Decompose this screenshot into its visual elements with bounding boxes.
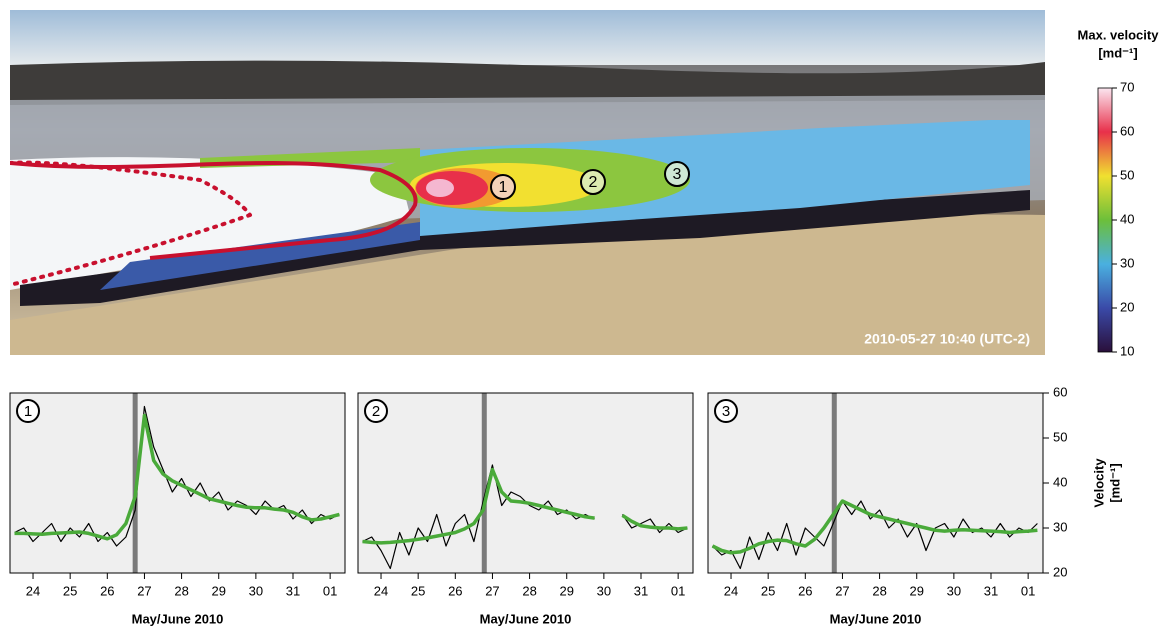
colorbar-title: Max. velocity	[1078, 27, 1160, 42]
panel-frame	[357, 392, 694, 574]
x-tick-label: 24	[724, 583, 738, 598]
point-marker	[580, 169, 606, 195]
x-tick-label: 28	[174, 583, 188, 598]
panel-badge	[714, 399, 738, 423]
panel-label: 3	[722, 403, 730, 420]
colorbar-tick-label: 10	[1120, 343, 1134, 358]
x-tick-label: 24	[26, 583, 40, 598]
panel-badge	[16, 399, 40, 423]
point-label: 2	[589, 174, 598, 191]
x-tick-label: 29	[211, 583, 225, 598]
x-axis-label: May/June 2010	[480, 611, 572, 626]
colorbar-unit: [md⁻¹]	[1098, 45, 1137, 60]
panel-label: 1	[24, 403, 32, 420]
x-tick-label: 01	[671, 583, 685, 598]
x-tick-label: 24	[374, 583, 388, 598]
photo	[10, 10, 1045, 355]
x-tick-label: 26	[100, 583, 114, 598]
panel-badge	[364, 399, 388, 423]
y-tick-label: 20	[1053, 564, 1067, 579]
series-line	[711, 499, 1038, 555]
point-marker	[664, 161, 690, 187]
x-axis-label: May/June 2010	[830, 611, 922, 626]
x-tick-label: 01	[323, 583, 337, 598]
colorbar-tick-label: 40	[1120, 211, 1134, 226]
panel-background	[358, 393, 693, 573]
x-tick-label: 01	[1021, 583, 1035, 598]
x-tick-label: 25	[761, 583, 775, 598]
x-tick-label: 31	[634, 583, 648, 598]
point-marker	[490, 174, 516, 200]
colorbar	[1097, 87, 1113, 353]
x-tick-label: 27	[137, 583, 151, 598]
x-tick-label: 25	[63, 583, 77, 598]
colorbar-tick-label: 60	[1120, 123, 1134, 138]
series-line	[362, 467, 688, 545]
x-tick-label: 31	[286, 583, 300, 598]
x-tick-label: 25	[411, 583, 425, 598]
y-axis-unit: [md⁻¹]	[1107, 463, 1122, 502]
y-tick-label: 40	[1053, 474, 1067, 489]
colorbar-tick-label: 30	[1120, 255, 1134, 270]
point-label: 3	[673, 166, 682, 183]
x-tick-label: 27	[485, 583, 499, 598]
y-tick-label: 60	[1053, 384, 1067, 399]
x-tick-label: 31	[984, 583, 998, 598]
x-tick-label: 26	[798, 583, 812, 598]
colorbar-tick-label: 20	[1120, 299, 1134, 314]
x-tick-label: 26	[448, 583, 462, 598]
x-tick-label: 30	[249, 583, 263, 598]
x-axis-label: May/June 2010	[132, 611, 224, 626]
colorbar-tick-label: 50	[1120, 167, 1134, 182]
y-axis-label: Velocity	[1091, 458, 1106, 508]
x-tick-label: 30	[947, 583, 961, 598]
series-line	[14, 405, 340, 547]
series-line	[14, 413, 340, 541]
y-tick-label: 50	[1053, 429, 1067, 444]
panel-label: 2	[372, 403, 380, 420]
y-tick-label: 30	[1053, 519, 1067, 534]
series-line	[362, 464, 688, 570]
x-tick-label: 28	[872, 583, 886, 598]
x-tick-label: 29	[909, 583, 923, 598]
x-tick-label: 28	[522, 583, 536, 598]
x-tick-label: 27	[835, 583, 849, 598]
colorbar-tick-label: 70	[1120, 79, 1134, 94]
x-tick-label: 29	[559, 583, 573, 598]
point-label: 1	[499, 179, 508, 196]
timestamp: 2010-05-27 10:40 (UTC-2)	[864, 331, 1030, 347]
x-tick-label: 30	[597, 583, 611, 598]
panel-frame	[9, 392, 346, 574]
